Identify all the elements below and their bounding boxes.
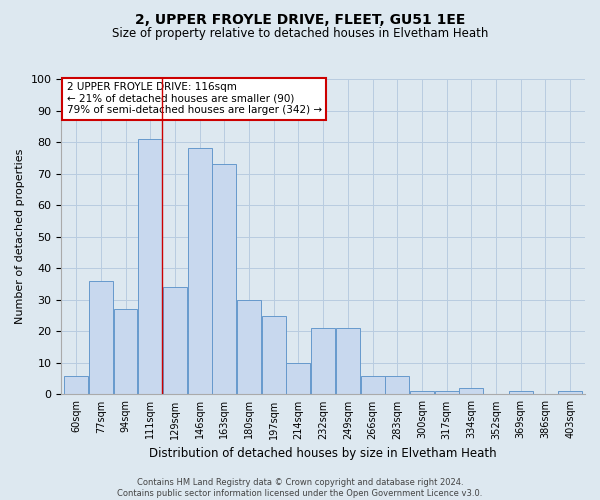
Bar bbox=[558, 392, 582, 394]
Bar bbox=[138, 139, 162, 394]
Text: Size of property relative to detached houses in Elvetham Heath: Size of property relative to detached ho… bbox=[112, 28, 488, 40]
Bar bbox=[460, 388, 484, 394]
Bar bbox=[286, 363, 310, 394]
Bar bbox=[434, 392, 458, 394]
Bar bbox=[163, 287, 187, 395]
Bar bbox=[385, 376, 409, 394]
Bar bbox=[113, 310, 137, 394]
Bar bbox=[212, 164, 236, 394]
Bar bbox=[89, 281, 113, 394]
X-axis label: Distribution of detached houses by size in Elvetham Heath: Distribution of detached houses by size … bbox=[149, 447, 497, 460]
Bar bbox=[188, 148, 212, 394]
Bar bbox=[311, 328, 335, 394]
Bar bbox=[410, 392, 434, 394]
Bar bbox=[361, 376, 385, 394]
Bar bbox=[64, 376, 88, 394]
Bar bbox=[336, 328, 360, 394]
Text: 2 UPPER FROYLE DRIVE: 116sqm
← 21% of detached houses are smaller (90)
79% of se: 2 UPPER FROYLE DRIVE: 116sqm ← 21% of de… bbox=[67, 82, 322, 116]
Y-axis label: Number of detached properties: Number of detached properties bbox=[15, 149, 25, 324]
Text: Contains HM Land Registry data © Crown copyright and database right 2024.
Contai: Contains HM Land Registry data © Crown c… bbox=[118, 478, 482, 498]
Bar bbox=[262, 316, 286, 394]
Text: 2, UPPER FROYLE DRIVE, FLEET, GU51 1EE: 2, UPPER FROYLE DRIVE, FLEET, GU51 1EE bbox=[135, 12, 465, 26]
Bar bbox=[509, 392, 533, 394]
Bar bbox=[237, 300, 261, 394]
